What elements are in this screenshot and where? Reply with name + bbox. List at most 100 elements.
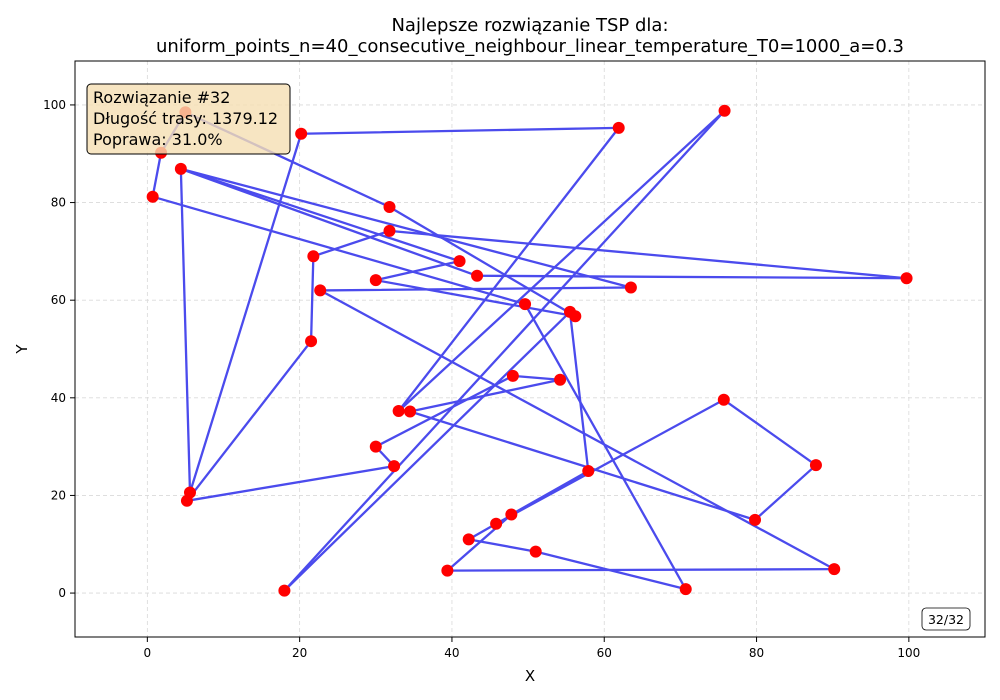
route-segment	[312, 229, 391, 258]
city-point	[679, 583, 692, 596]
route-segment	[179, 167, 479, 277]
frame-counter: 32/32	[921, 607, 971, 631]
city-point	[404, 405, 417, 418]
city-point	[490, 517, 503, 530]
route-segment	[374, 279, 577, 318]
route-segment	[494, 398, 725, 525]
route-segment	[523, 302, 687, 591]
city-point	[441, 564, 454, 577]
route-segment	[753, 464, 818, 521]
city-point	[383, 224, 396, 237]
city-point	[462, 533, 475, 546]
city-point	[383, 200, 396, 213]
y-axis-ticks: 0 20 40 60 80 100	[43, 98, 75, 600]
city-point	[506, 369, 519, 382]
y-tick-label: 100	[43, 98, 66, 112]
route-segment	[319, 289, 836, 571]
city-point	[749, 513, 762, 526]
route-segment	[179, 167, 633, 289]
city-point	[554, 373, 567, 386]
improvement: Poprawa: 31.0%	[93, 130, 223, 149]
frame-counter-text: 32/32	[928, 612, 964, 627]
city-point	[295, 127, 308, 140]
city-point	[569, 310, 582, 323]
info-box-background	[86, 83, 291, 155]
route-segment	[179, 167, 461, 263]
route-segment	[319, 286, 633, 292]
chart-title-line1: Najlepsze rozwiązanie TSP dla:	[391, 15, 668, 36]
route-segment	[568, 310, 590, 473]
city-point	[505, 508, 518, 521]
route-segment	[475, 274, 908, 280]
city-point	[174, 162, 187, 175]
route-segment	[388, 205, 577, 318]
city-point	[717, 393, 730, 406]
route-segment	[309, 255, 315, 343]
x-tick-label: 100	[897, 646, 920, 660]
route-segment	[151, 151, 163, 198]
city-point	[388, 460, 401, 473]
city-point	[612, 121, 625, 134]
route-segment	[185, 465, 396, 502]
route-segment	[510, 469, 590, 516]
solution-number: Rozwiązanie #32	[93, 88, 230, 107]
x-tick-label: 40	[444, 646, 459, 660]
route-segment	[185, 340, 313, 502]
route-segment	[388, 229, 908, 280]
city-point	[624, 281, 637, 294]
city-point	[809, 459, 822, 472]
y-axis-label: Y	[13, 344, 31, 355]
city-point	[369, 440, 382, 453]
route-segment	[188, 132, 303, 494]
route-segment	[397, 109, 726, 413]
x-tick-label: 60	[597, 646, 612, 660]
x-axis-label: X	[525, 667, 535, 685]
route-length: Długość trasy: 1379.12	[93, 109, 278, 128]
grid	[75, 61, 985, 637]
city-point	[471, 269, 484, 282]
route-segment	[283, 109, 726, 592]
info-box: Rozwiązanie #32 Długość trasy: 1379.12 P…	[86, 83, 291, 155]
city-point	[305, 335, 318, 348]
city-point	[369, 274, 382, 287]
city-point	[828, 563, 841, 576]
city-point	[314, 284, 327, 297]
y-tick-label: 0	[58, 586, 66, 600]
frame-counter-background	[921, 607, 971, 631]
city-point	[529, 545, 542, 558]
city-point	[718, 104, 731, 117]
city-point	[307, 250, 320, 263]
route-segment	[397, 126, 620, 413]
city-point	[180, 494, 193, 507]
city-point	[146, 190, 159, 203]
route-segment	[446, 567, 836, 572]
route-segment	[151, 195, 527, 306]
route-segment	[374, 374, 515, 448]
y-tick-label: 60	[51, 293, 66, 307]
x-axis-ticks: 0 20 40 60 80 100	[144, 637, 920, 660]
plot-area	[75, 61, 985, 637]
chart-title-line2: uniform_points_n=40_consecutive_neighbou…	[156, 36, 904, 57]
route-segment	[300, 126, 620, 135]
route-segment	[408, 410, 757, 521]
city-points	[146, 104, 913, 597]
y-tick-label: 20	[51, 488, 66, 502]
x-tick-label: 20	[292, 646, 307, 660]
city-point	[519, 298, 532, 311]
route-segment	[374, 259, 461, 282]
route-segment	[722, 398, 818, 467]
city-point	[278, 584, 291, 597]
city-point	[900, 272, 913, 285]
route-segment	[511, 374, 562, 381]
city-point	[453, 255, 466, 268]
y-tick-label: 80	[51, 196, 66, 210]
city-point	[582, 465, 595, 478]
y-tick-label: 40	[51, 391, 66, 405]
city-point	[392, 404, 405, 417]
x-tick-label: 80	[749, 646, 764, 660]
route-segment	[179, 167, 192, 494]
x-tick-label: 0	[144, 646, 152, 660]
route-segment	[283, 310, 572, 592]
plot-frame	[74, 60, 986, 638]
